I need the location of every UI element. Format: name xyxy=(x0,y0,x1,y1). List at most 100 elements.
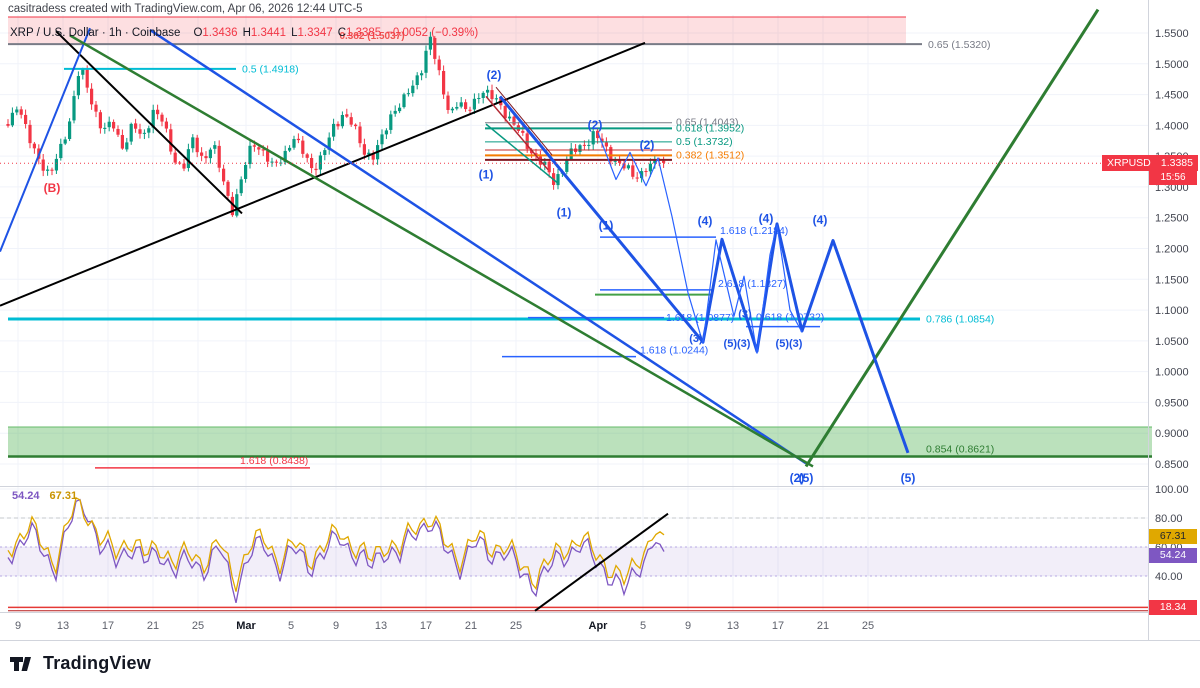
svg-text:(2): (2) xyxy=(640,138,655,152)
indicator-badge-low: 18.34 xyxy=(1149,599,1197,615)
ohlc-close-value: 1.3385 xyxy=(346,27,382,39)
svg-text:(3): (3) xyxy=(689,333,703,345)
svg-text:1.5500: 1.5500 xyxy=(1155,28,1189,40)
time-axis[interactable] xyxy=(0,612,1148,640)
ohlc-high-value: 1.3441 xyxy=(250,27,287,39)
green-descending-diagonal[interactable] xyxy=(69,34,814,468)
chart-canvas[interactable]: 0.65 (1.5320) 0.854 (0.8621) 0.5 (1.4918) 0… xyxy=(0,0,1200,646)
ohlc-open-value: 1.3436 xyxy=(202,27,238,39)
svg-text:80.00: 80.00 xyxy=(1155,513,1183,525)
watermark: casitradess created with TradingView.com… xyxy=(8,3,363,15)
fib-1p618-1p2184[interactable]: 1.618 (1.2184) xyxy=(600,225,788,238)
svg-text:0.786 (1.0854): 0.786 (1.0854) xyxy=(926,314,994,326)
fib-0p618-1p3952[interactable]: 0.618 (1.3952) xyxy=(485,122,744,134)
svg-text:9: 9 xyxy=(333,620,339,632)
svg-text:1.618 (1.0244): 1.618 (1.0244) xyxy=(640,345,708,357)
svg-text:1.1500: 1.1500 xyxy=(1155,274,1189,286)
svg-text:9: 9 xyxy=(685,620,691,632)
svg-text:25: 25 xyxy=(192,620,204,632)
indicator-badge-rsi: 54.24 xyxy=(1149,547,1197,563)
svg-text:0.65 (1.4043): 0.65 (1.4043) xyxy=(676,117,738,129)
svg-text:Apr: Apr xyxy=(589,620,609,632)
ohlc-low-value: 1.3347 xyxy=(297,27,333,39)
svg-text:0.382 (1.3512): 0.382 (1.3512) xyxy=(676,149,744,161)
svg-text:13: 13 xyxy=(57,620,69,632)
svg-text:Mar: Mar xyxy=(236,620,256,632)
fib-0p618-1p0732[interactable]: 0.618 (1.0732) xyxy=(746,312,824,328)
svg-text:0.8500: 0.8500 xyxy=(1155,459,1189,471)
tradingview-logo-text[interactable]: TradingView xyxy=(43,652,151,673)
svg-text:13: 13 xyxy=(375,620,387,632)
svg-text:(5): (5) xyxy=(901,471,916,485)
fib-0p5-1p3732[interactable]: 0.5 (1.3732) xyxy=(485,136,733,148)
footer: TradingView xyxy=(10,650,151,676)
fib-1p618-0p8438[interactable]: 1.618 (0.8438) xyxy=(95,455,310,469)
red-mini-trendline[interactable] xyxy=(485,95,549,171)
svg-text:(4): (4) xyxy=(698,214,713,228)
elliott-wave-primary[interactable] xyxy=(498,95,910,454)
svg-text:(1): (1) xyxy=(557,205,572,219)
rsi-ma-line[interactable] xyxy=(7,496,665,592)
svg-text:(2): (2) xyxy=(790,471,805,485)
svg-text:1.0500: 1.0500 xyxy=(1155,336,1189,348)
price-axis-badge: XRPUSD 1.3385 xyxy=(1102,155,1198,172)
svg-text:0.854 (0.8621): 0.854 (0.8621) xyxy=(926,444,994,456)
candles xyxy=(6,31,666,218)
svg-text:1.4500: 1.4500 xyxy=(1155,90,1189,102)
ohlc-high-label: H xyxy=(242,27,251,39)
symbol-legend: XRP / U.S. Dollar · 1h · Coinbase O1.3436… xyxy=(10,27,478,39)
svg-text:0.9000: 0.9000 xyxy=(1155,428,1189,440)
elliott-wave-minor[interactable] xyxy=(597,132,803,354)
rsi-value: 54.24 xyxy=(12,490,40,502)
maroon-mini-trendline[interactable] xyxy=(495,86,553,156)
svg-text:5: 5 xyxy=(288,620,294,632)
svg-text:1.618 (1.0877): 1.618 (1.0877) xyxy=(666,312,734,324)
green-ascending-line[interactable] xyxy=(804,8,1100,468)
svg-text:(2): (2) xyxy=(487,68,502,82)
rsi-line[interactable] xyxy=(7,498,665,604)
rsi-trendline[interactable] xyxy=(534,512,669,612)
blue-steep-line[interactable] xyxy=(0,27,91,252)
fib-0p786-1p0854[interactable]: 0.786 (1.0854) xyxy=(8,314,994,326)
svg-text:(5)(3): (5)(3) xyxy=(724,338,751,350)
symbol-title[interactable]: XRP / U.S. Dollar · 1h · Coinbase xyxy=(10,27,181,39)
svg-text:100.00: 100.00 xyxy=(1155,484,1189,496)
svg-text:0.382 (1.5037): 0.382 (1.5037) xyxy=(339,31,404,42)
svg-text:(1): (1) xyxy=(599,218,614,232)
rsi-ma-value: 67.31 xyxy=(49,490,78,502)
black-trendline-minor[interactable] xyxy=(55,30,243,215)
svg-text:40.00: 40.00 xyxy=(1155,571,1183,583)
svg-text:0.618 (1.0732): 0.618 (1.0732) xyxy=(756,312,824,324)
svg-text:1.4000: 1.4000 xyxy=(1155,120,1189,132)
black-trendline-major[interactable] xyxy=(0,41,646,307)
svg-text:17: 17 xyxy=(420,620,432,632)
svg-text:1.618 (0.8438): 1.618 (0.8438) xyxy=(240,455,308,467)
svg-text:1.618 (1.2184): 1.618 (1.2184) xyxy=(720,225,788,237)
fib-0p65-1p4043[interactable]: 0.65 (1.4043) xyxy=(485,117,738,129)
svg-text:9: 9 xyxy=(15,620,21,632)
fib-1p618-1p0877[interactable]: 1.618 (1.0877) xyxy=(528,312,734,324)
svg-text:(4): (4) xyxy=(759,212,774,226)
fib-1p618-1p0244[interactable]: 1.618 (1.0244) xyxy=(502,345,708,358)
svg-text:(5)(3): (5)(3) xyxy=(776,338,803,350)
ohlc-change: −0.0052 (−0.39%) xyxy=(386,27,479,39)
ohlc-low-label: L xyxy=(291,27,298,39)
svg-text:0.9500: 0.9500 xyxy=(1155,397,1189,409)
svg-text:1.5000: 1.5000 xyxy=(1155,59,1189,71)
svg-text:0.65 (1.5320): 0.65 (1.5320) xyxy=(928,39,990,51)
tradingview-logo-icon[interactable] xyxy=(10,650,36,676)
pane-borders xyxy=(0,0,1200,641)
blue-descending-diagonal[interactable] xyxy=(149,28,807,465)
indicator-values: 54.24 67.31 xyxy=(12,490,77,502)
supply-zone: 0.65 (1.5320) xyxy=(8,16,990,51)
svg-text:1.2000: 1.2000 xyxy=(1155,243,1189,255)
svg-text:21: 21 xyxy=(817,620,829,632)
teal-mini-trendline[interactable] xyxy=(485,123,559,184)
indicator-badge-ma: 67.31 xyxy=(1149,528,1197,544)
svg-text:17: 17 xyxy=(772,620,784,632)
price-axis[interactable] xyxy=(1148,0,1200,640)
svg-text:(5): (5) xyxy=(799,471,814,485)
price-axis-time-badge: 15:56 xyxy=(1149,171,1197,186)
fib-0p382-1p3512[interactable]: 0.382 (1.3512) xyxy=(485,149,744,161)
svg-text:25: 25 xyxy=(510,620,522,632)
